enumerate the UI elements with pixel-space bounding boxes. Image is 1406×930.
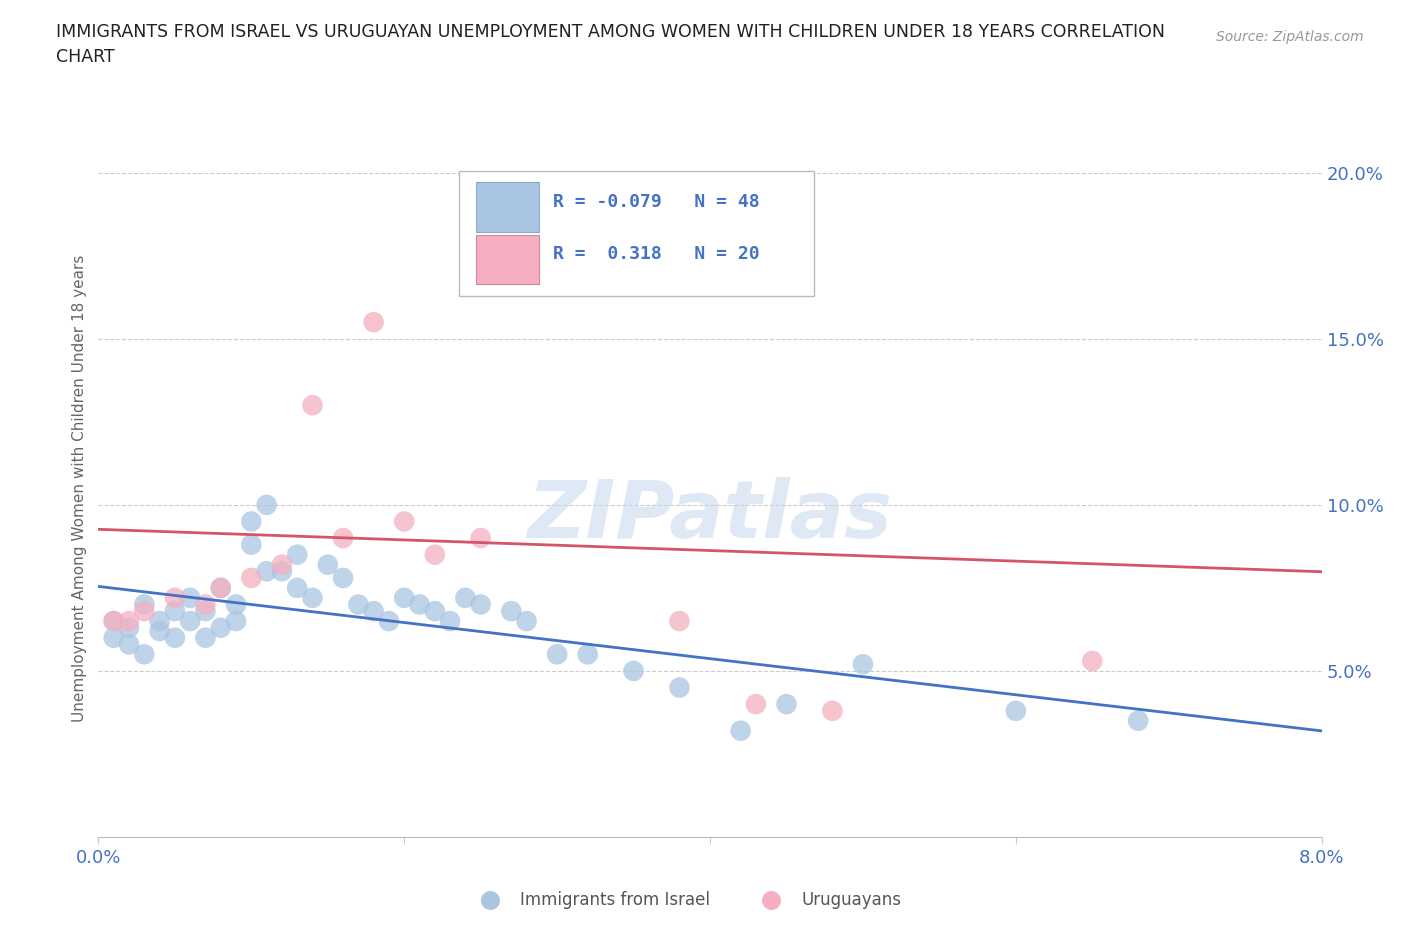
Point — [392, 514, 416, 529]
Point — [209, 580, 232, 595]
Point — [516, 614, 538, 629]
FancyBboxPatch shape — [477, 234, 538, 285]
Point — [546, 647, 568, 662]
Point — [423, 547, 446, 562]
Point — [745, 697, 768, 711]
Point — [470, 531, 492, 546]
Point — [623, 663, 645, 678]
Text: R = -0.079   N = 48: R = -0.079 N = 48 — [554, 193, 761, 211]
Point — [439, 614, 461, 629]
Point — [301, 398, 323, 413]
Point — [821, 703, 844, 718]
Point — [256, 498, 278, 512]
Point — [408, 597, 430, 612]
Point — [240, 538, 263, 552]
Text: IMMIGRANTS FROM ISRAEL VS URUGUAYAN UNEMPLOYMENT AMONG WOMEN WITH CHILDREN UNDER: IMMIGRANTS FROM ISRAEL VS URUGUAYAN UNEM… — [56, 23, 1166, 41]
Point — [270, 564, 294, 578]
Point — [163, 604, 186, 618]
Point — [1081, 654, 1104, 669]
Point — [163, 591, 186, 605]
Point — [332, 531, 354, 546]
Point — [285, 547, 308, 562]
Point — [194, 604, 217, 618]
Text: Immigrants from Israel: Immigrants from Israel — [520, 891, 710, 909]
Point — [209, 620, 232, 635]
Point — [240, 514, 263, 529]
Text: R =  0.318   N = 20: R = 0.318 N = 20 — [554, 245, 761, 263]
Point — [209, 580, 232, 595]
Point — [576, 647, 599, 662]
Point — [454, 591, 477, 605]
Point — [118, 620, 141, 635]
Point — [134, 604, 156, 618]
Point — [103, 631, 125, 645]
Text: ZIPatlas: ZIPatlas — [527, 477, 893, 555]
Point — [134, 647, 156, 662]
Point — [852, 657, 875, 671]
Point — [423, 604, 446, 618]
Point — [194, 631, 217, 645]
Point — [225, 597, 247, 612]
Point — [378, 614, 401, 629]
Point — [501, 604, 523, 618]
Point — [363, 604, 385, 618]
Point — [103, 614, 125, 629]
Point — [103, 614, 125, 629]
Text: Uruguayans: Uruguayans — [801, 891, 901, 909]
Point — [1128, 713, 1150, 728]
FancyBboxPatch shape — [477, 182, 538, 232]
Point — [668, 614, 690, 629]
Point — [149, 614, 172, 629]
Point — [668, 680, 690, 695]
Point — [194, 597, 217, 612]
Point — [347, 597, 370, 612]
Point — [270, 557, 294, 572]
Point — [149, 624, 172, 639]
Text: Source: ZipAtlas.com: Source: ZipAtlas.com — [1216, 30, 1364, 44]
Point — [470, 597, 492, 612]
Point — [285, 580, 308, 595]
Point — [730, 724, 752, 738]
Point — [134, 597, 156, 612]
Point — [1004, 703, 1026, 718]
Point — [118, 614, 141, 629]
FancyBboxPatch shape — [460, 171, 814, 297]
Point — [775, 697, 797, 711]
Text: CHART: CHART — [56, 48, 115, 66]
Point — [240, 570, 263, 585]
Point — [179, 614, 201, 629]
Point — [332, 570, 354, 585]
Point — [225, 614, 247, 629]
Point — [256, 564, 278, 578]
Point — [316, 557, 339, 572]
Point — [179, 591, 201, 605]
Point — [163, 631, 186, 645]
Point — [363, 314, 385, 329]
Point — [516, 215, 538, 230]
Y-axis label: Unemployment Among Women with Children Under 18 years: Unemployment Among Women with Children U… — [72, 255, 87, 722]
Point — [118, 637, 141, 652]
Point — [301, 591, 323, 605]
Point — [592, 215, 614, 230]
Point — [392, 591, 416, 605]
